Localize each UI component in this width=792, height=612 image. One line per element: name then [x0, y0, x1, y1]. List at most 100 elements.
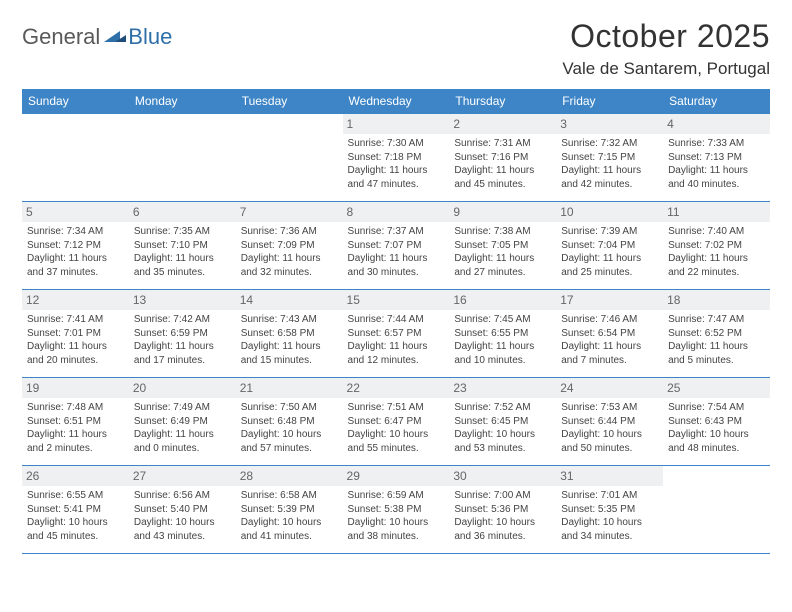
daylight-text: Daylight: 11 hours and 30 minutes.: [348, 252, 445, 279]
day-number: 13: [129, 290, 236, 310]
table-row: 1Sunrise: 7:30 AMSunset: 7:18 PMDaylight…: [22, 114, 770, 202]
calendar-cell: 18Sunrise: 7:47 AMSunset: 6:52 PMDayligh…: [663, 290, 770, 378]
sunset-text: Sunset: 6:49 PM: [134, 415, 231, 429]
sunset-text: Sunset: 7:16 PM: [454, 151, 551, 165]
sunset-text: Sunset: 6:43 PM: [668, 415, 765, 429]
daylight-text: Daylight: 11 hours and 0 minutes.: [134, 428, 231, 455]
calendar-cell: 20Sunrise: 7:49 AMSunset: 6:49 PMDayligh…: [129, 378, 236, 466]
sunset-text: Sunset: 7:18 PM: [348, 151, 445, 165]
sunset-text: Sunset: 6:59 PM: [134, 327, 231, 341]
sunset-text: Sunset: 6:48 PM: [241, 415, 338, 429]
sunset-text: Sunset: 6:54 PM: [561, 327, 658, 341]
calendar-cell: 14Sunrise: 7:43 AMSunset: 6:58 PMDayligh…: [236, 290, 343, 378]
calendar-cell: 12Sunrise: 7:41 AMSunset: 7:01 PMDayligh…: [22, 290, 129, 378]
daylight-text: Daylight: 11 hours and 42 minutes.: [561, 164, 658, 191]
day-number: 6: [129, 202, 236, 222]
sunset-text: Sunset: 7:04 PM: [561, 239, 658, 253]
sunrise-text: Sunrise: 7:00 AM: [454, 489, 551, 503]
col-wednesday: Wednesday: [343, 89, 450, 114]
day-number: 15: [343, 290, 450, 310]
sunrise-text: Sunrise: 6:59 AM: [348, 489, 445, 503]
day-number: 10: [556, 202, 663, 222]
daylight-text: Daylight: 11 hours and 5 minutes.: [668, 340, 765, 367]
sunset-text: Sunset: 5:40 PM: [134, 503, 231, 517]
day-number: 23: [449, 378, 556, 398]
daylight-text: Daylight: 11 hours and 40 minutes.: [668, 164, 765, 191]
sunset-text: Sunset: 7:12 PM: [27, 239, 124, 253]
col-thursday: Thursday: [449, 89, 556, 114]
sunset-text: Sunset: 6:45 PM: [454, 415, 551, 429]
sunrise-text: Sunrise: 7:30 AM: [348, 137, 445, 151]
daylight-text: Daylight: 10 hours and 36 minutes.: [454, 516, 551, 543]
day-number: 27: [129, 466, 236, 486]
sunrise-text: Sunrise: 7:47 AM: [668, 313, 765, 327]
sunset-text: Sunset: 6:57 PM: [348, 327, 445, 341]
day-number: 22: [343, 378, 450, 398]
calendar-cell: 22 Sunrise: 7:51 AMSunset: 6:47 PMDayligh…: [343, 378, 450, 466]
calendar-cell: 29Sunrise: 6:59 AMSunset: 5:38 PMDayligh…: [343, 466, 450, 554]
day-number: 31: [556, 466, 663, 486]
table-row: 5Sunrise: 7:34 AMSunset: 7:12 PMDaylight…: [22, 202, 770, 290]
calendar-cell: 10 Sunrise: 7:39 AMSunset: 7:04 PMDayligh…: [556, 202, 663, 290]
sunrise-text: Sunrise: 7:45 AM: [454, 313, 551, 327]
day-number: 7: [236, 202, 343, 222]
col-tuesday: Tuesday: [236, 89, 343, 114]
calendar-cell: 6Sunrise: 7:35 AMSunset: 7:10 PMDaylight…: [129, 202, 236, 290]
daylight-text: Daylight: 11 hours and 2 minutes.: [27, 428, 124, 455]
sunset-text: Sunset: 6:44 PM: [561, 415, 658, 429]
sunset-text: Sunset: 7:07 PM: [348, 239, 445, 253]
day-number: 16: [449, 290, 556, 310]
day-number: 29: [343, 466, 450, 486]
sunrise-text: Sunrise: 7:32 AM: [561, 137, 658, 151]
calendar-cell: 7Sunrise: 7:36 AMSunset: 7:09 PMDaylight…: [236, 202, 343, 290]
daylight-text: Daylight: 11 hours and 35 minutes.: [134, 252, 231, 279]
daylight-text: Daylight: 10 hours and 55 minutes.: [348, 428, 445, 455]
day-number: 8: [343, 202, 450, 222]
daylight-text: Daylight: 10 hours and 48 minutes.: [668, 428, 765, 455]
sunrise-text: Sunrise: 7:53 AM: [561, 401, 658, 415]
sunrise-text: Sunrise: 6:58 AM: [241, 489, 338, 503]
calendar-cell: 16Sunrise: 7:45 AMSunset: 6:55 PMDayligh…: [449, 290, 556, 378]
sunrise-text: Sunrise: 7:44 AM: [348, 313, 445, 327]
sunrise-text: Sunrise: 7:40 AM: [668, 225, 765, 239]
sunset-text: Sunset: 7:01 PM: [27, 327, 124, 341]
daylight-text: Daylight: 11 hours and 25 minutes.: [561, 252, 658, 279]
logo-text-general: General: [22, 24, 100, 50]
day-number: 9: [449, 202, 556, 222]
sunset-text: Sunset: 6:58 PM: [241, 327, 338, 341]
sunrise-text: Sunrise: 7:43 AM: [241, 313, 338, 327]
calendar-cell: 11Sunrise: 7:40 AMSunset: 7:02 PMDayligh…: [663, 202, 770, 290]
header-row: Sunday Monday Tuesday Wednesday Thursday…: [22, 89, 770, 114]
location: Vale de Santarem, Portugal: [562, 59, 770, 79]
calendar-cell: 21Sunrise: 7:50 AMSunset: 6:48 PMDayligh…: [236, 378, 343, 466]
daylight-text: Daylight: 11 hours and 27 minutes.: [454, 252, 551, 279]
daylight-text: Daylight: 10 hours and 57 minutes.: [241, 428, 338, 455]
daylight-text: Daylight: 10 hours and 38 minutes.: [348, 516, 445, 543]
calendar-cell: 2Sunrise: 7:31 AMSunset: 7:16 PMDaylight…: [449, 114, 556, 202]
sunset-text: Sunset: 7:02 PM: [668, 239, 765, 253]
daylight-text: Daylight: 11 hours and 32 minutes.: [241, 252, 338, 279]
header: General Blue October 2025 Vale de Santar…: [22, 18, 770, 79]
sunrise-text: Sunrise: 7:37 AM: [348, 225, 445, 239]
calendar-cell: 28Sunrise: 6:58 AMSunset: 5:39 PMDayligh…: [236, 466, 343, 554]
sunrise-text: Sunrise: 7:51 AM: [348, 401, 445, 415]
sunrise-text: Sunrise: 7:39 AM: [561, 225, 658, 239]
day-number: 12: [22, 290, 129, 310]
sunrise-text: Sunrise: 7:36 AM: [241, 225, 338, 239]
calendar-cell: 5Sunrise: 7:34 AMSunset: 7:12 PMDaylight…: [22, 202, 129, 290]
calendar-cell: 19Sunrise: 7:48 AMSunset: 6:51 PMDayligh…: [22, 378, 129, 466]
daylight-text: Daylight: 10 hours and 41 minutes.: [241, 516, 338, 543]
sunrise-text: Sunrise: 7:41 AM: [27, 313, 124, 327]
sunset-text: Sunset: 7:13 PM: [668, 151, 765, 165]
sunset-text: Sunset: 6:47 PM: [348, 415, 445, 429]
sunset-text: Sunset: 7:10 PM: [134, 239, 231, 253]
page-title: October 2025: [562, 18, 770, 55]
calendar-cell: 13Sunrise: 7:42 AMSunset: 6:59 PMDayligh…: [129, 290, 236, 378]
sunset-text: Sunset: 6:51 PM: [27, 415, 124, 429]
calendar-cell: [22, 114, 129, 202]
sunrise-text: Sunrise: 7:34 AM: [27, 225, 124, 239]
sunset-text: Sunset: 6:52 PM: [668, 327, 765, 341]
sunset-text: Sunset: 7:15 PM: [561, 151, 658, 165]
calendar-cell: [129, 114, 236, 202]
daylight-text: Daylight: 10 hours and 34 minutes.: [561, 516, 658, 543]
